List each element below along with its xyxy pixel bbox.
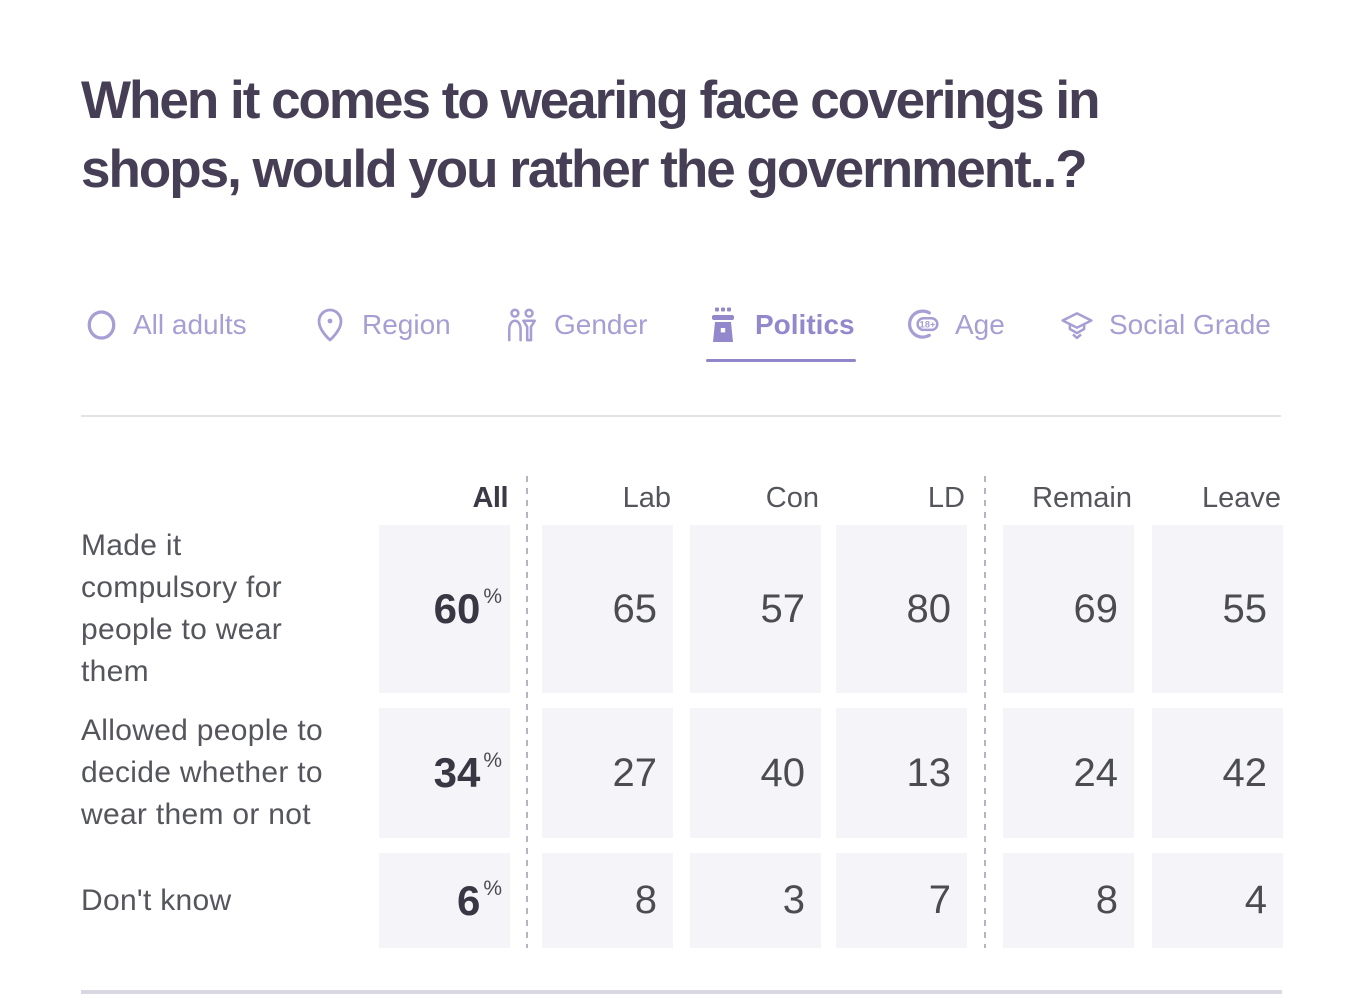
tab-gender[interactable]: Gender	[505, 301, 647, 349]
percent-sign: %	[483, 876, 502, 900]
podium-icon	[706, 305, 740, 345]
value-cell-con-row1: 57	[690, 525, 821, 693]
value-cell-con-row2: 40	[690, 708, 821, 838]
value-cell-leave-row2: 42	[1152, 708, 1283, 838]
value-cell-all-row2: 34%	[379, 708, 510, 838]
percent-sign: %	[483, 585, 502, 608]
value-cell-remain-row1: 69	[1003, 525, 1134, 693]
row-label-allowed: Allowed people to decide whether to wear…	[81, 714, 323, 831]
value-cell-leave-row1: 55	[1152, 525, 1283, 693]
value-cell-all-row3: 6%	[379, 853, 510, 948]
value-cell-lab-row2: 27	[542, 708, 673, 838]
column-header-remain: Remain	[1032, 482, 1132, 514]
tab-age[interactable]: 18+ Age	[906, 301, 1005, 349]
tab-politics[interactable]: Politics	[706, 301, 855, 349]
value-cell-lab-row1: 65	[542, 525, 673, 693]
row-label-compulsory: Made it compulsory for people to wear th…	[81, 529, 283, 688]
tab-all-adults[interactable]: All adults	[84, 301, 247, 349]
value-cell-lab-row3: 8	[542, 853, 673, 948]
tab-label: Gender	[554, 309, 648, 340]
circle-icon	[84, 305, 118, 345]
value-cell-all-row1: 60%	[379, 525, 510, 693]
active-tab-underline	[706, 359, 856, 362]
percent-sign: %	[483, 749, 502, 772]
value-cell-con-row3: 3	[690, 853, 821, 948]
bottom-divider	[81, 990, 1282, 994]
dashed-divider-all-vs-party	[526, 476, 528, 948]
value-cell-remain-row2: 24	[1003, 708, 1134, 838]
tab-region[interactable]: Region	[313, 301, 451, 349]
page-title: When it comes to wearing face coverings …	[81, 66, 1291, 204]
page-title-line-2: shops, would you rather the government..…	[81, 140, 1088, 199]
value-cell-ld-row3: 7	[836, 853, 967, 948]
tab-label: Region	[362, 309, 451, 340]
top-divider	[81, 415, 1281, 417]
column-header-lab: Lab	[622, 482, 671, 514]
value-cell-remain-row3: 8	[1003, 853, 1134, 948]
tab-label: Age	[955, 309, 1005, 340]
value-cell-ld-row1: 80	[836, 525, 967, 693]
mortarboard-icon	[1060, 305, 1094, 345]
value-cell-ld-row2: 13	[836, 708, 967, 838]
page-title-line-1: When it comes to wearing face coverings …	[81, 71, 1100, 130]
age-badge-text: 18+	[920, 318, 936, 329]
tab-label: Politics	[755, 309, 855, 340]
results-table: All Lab Con LD Remain Leave Made it comp…	[81, 470, 1283, 948]
column-header-con: Con	[765, 482, 819, 514]
tab-social-grade[interactable]: Social Grade	[1060, 301, 1271, 349]
column-header-ld: LD	[927, 482, 965, 514]
tab-label: Social Grade	[1109, 309, 1271, 340]
dashed-divider-party-vs-eu	[984, 476, 986, 948]
value-cell-leave-row3: 4	[1152, 853, 1283, 948]
row-label-dont-know: Don't know	[81, 883, 232, 917]
column-header-leave: Leave	[1201, 482, 1281, 514]
column-header-all: All	[472, 482, 508, 514]
tab-label: All adults	[133, 309, 247, 340]
map-pin-icon	[313, 305, 347, 345]
people-icon	[505, 305, 539, 345]
18-plus-icon: 18+	[906, 305, 940, 345]
